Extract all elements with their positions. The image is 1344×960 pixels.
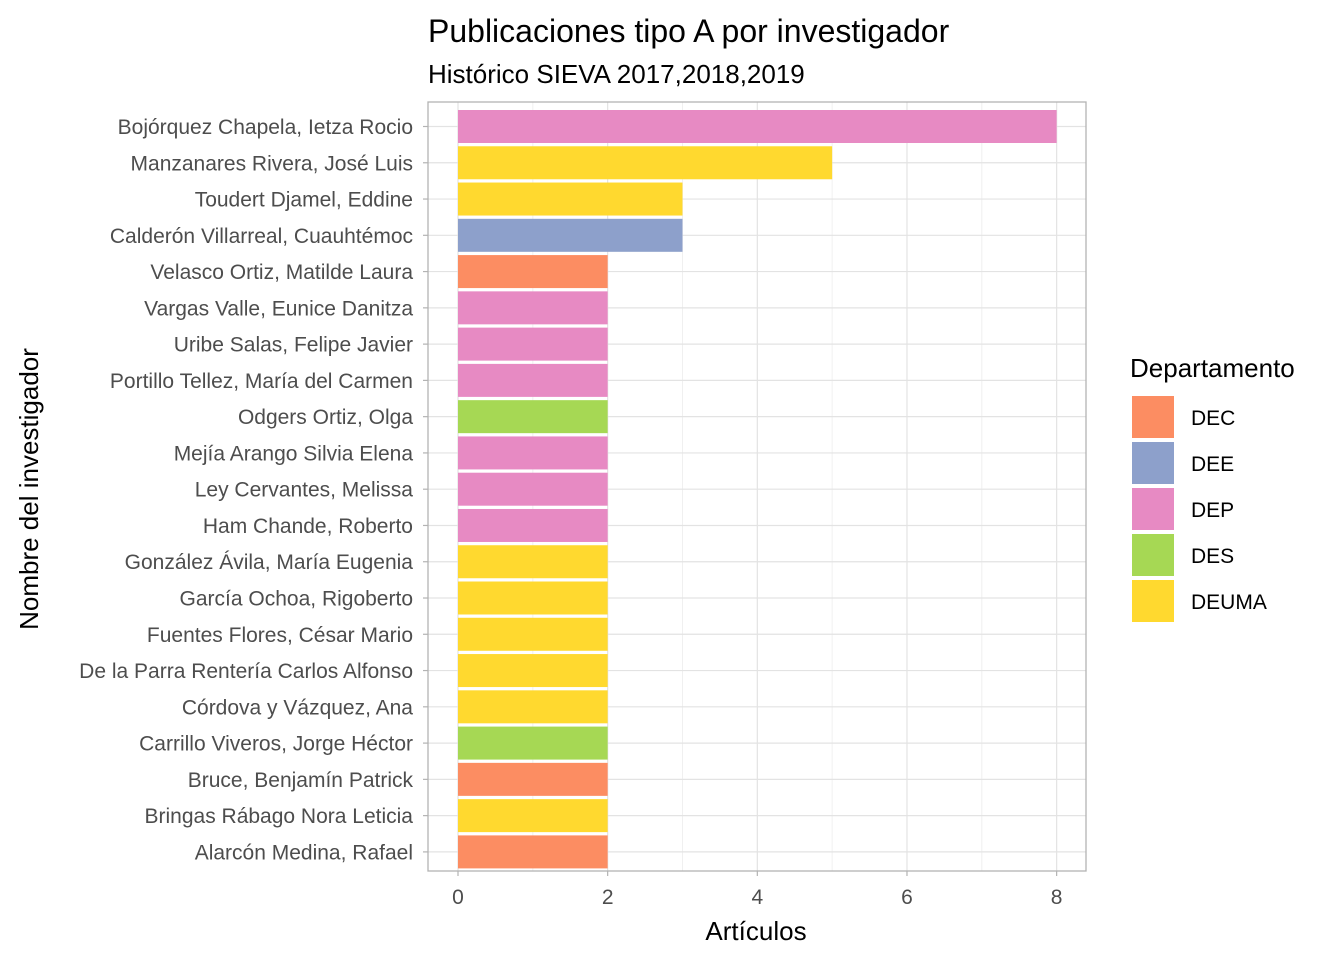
bar bbox=[458, 472, 608, 506]
legend-label: DES bbox=[1191, 545, 1234, 568]
y-tick-label: Ley Cervantes, Melissa bbox=[195, 479, 414, 502]
chart-subtitle: Histórico SIEVA 2017,2018,2019 bbox=[428, 59, 805, 89]
bar bbox=[458, 146, 833, 180]
y-tick-label: Velasco Ortiz, Matilde Laura bbox=[150, 261, 413, 284]
y-tick-label: Carrillo Viveros, Jorge Héctor bbox=[139, 733, 413, 756]
x-tick-label: 4 bbox=[751, 886, 763, 909]
y-tick-label: Uribe Salas, Felipe Javier bbox=[174, 334, 413, 357]
legend-label: DEUMA bbox=[1191, 591, 1267, 614]
y-tick-label: Manzanares Rivera, José Luis bbox=[131, 152, 413, 175]
legend-key bbox=[1132, 580, 1174, 622]
bar bbox=[458, 327, 608, 361]
bar bbox=[458, 508, 608, 542]
bar bbox=[458, 218, 683, 252]
x-tick-label: 8 bbox=[1051, 886, 1063, 909]
y-tick-label: De la Parra Rentería Carlos Alfonso bbox=[79, 660, 413, 683]
y-tick-label: Alarcón Medina, Rafael bbox=[195, 841, 413, 864]
y-tick-label: Bruce, Benjamín Patrick bbox=[188, 769, 414, 792]
y-tick-label: Odgers Ortiz, Olga bbox=[238, 406, 413, 429]
y-axis-tick-labels: Bojórquez Chapela, Ietza Rocio Manzanares… bbox=[79, 116, 428, 864]
y-tick-label: Fuentes Flores, César Mario bbox=[147, 624, 413, 647]
y-tick-label: García Ochoa, Rigoberto bbox=[180, 588, 413, 611]
x-tick-label: 6 bbox=[901, 886, 913, 909]
y-axis-title: Nombre del investigador bbox=[14, 348, 44, 630]
x-tick-label: 0 bbox=[452, 886, 464, 909]
x-tick-label: 2 bbox=[602, 886, 614, 909]
bar bbox=[458, 363, 608, 397]
bar bbox=[458, 799, 608, 833]
y-tick-label: Ham Chande, Roberto bbox=[203, 515, 413, 538]
legend-key bbox=[1132, 534, 1174, 576]
y-tick-label: Vargas Valle, Eunice Danitza bbox=[144, 297, 413, 320]
legend: DEC DEE DEP DES DEUMA bbox=[1132, 396, 1267, 622]
bar bbox=[458, 762, 608, 796]
bar bbox=[458, 581, 608, 615]
y-tick-label: Portillo Tellez, María del Carmen bbox=[110, 370, 413, 393]
legend-key bbox=[1132, 442, 1174, 484]
y-tick-label: Bringas Rábago Nora Leticia bbox=[145, 805, 414, 828]
x-axis-tick-labels: 0 2 4 6 8 bbox=[452, 871, 1062, 909]
legend-key bbox=[1132, 488, 1174, 530]
legend-key bbox=[1132, 396, 1174, 438]
y-tick-label: Córdova y Vázquez, Ana bbox=[182, 696, 413, 719]
x-axis-title: Artículos bbox=[705, 916, 806, 946]
legend-label: DEP bbox=[1191, 499, 1234, 522]
y-tick-label: Toudert Djamel, Eddine bbox=[195, 189, 413, 212]
y-tick-label: Bojórquez Chapela, Ietza Rocio bbox=[118, 116, 413, 139]
bar bbox=[458, 617, 608, 651]
y-tick-label: Mejía Arango Silvia Elena bbox=[174, 442, 414, 465]
y-tick-label: González Ávila, María Eugenia bbox=[125, 551, 414, 574]
bars-group bbox=[458, 110, 1057, 869]
bar bbox=[458, 726, 608, 760]
bar bbox=[458, 436, 608, 470]
bar bbox=[458, 835, 608, 869]
y-tick-label: Calderón Villarreal, Cuauhtémoc bbox=[110, 225, 413, 248]
bar bbox=[458, 291, 608, 325]
bar bbox=[458, 400, 608, 434]
bar bbox=[458, 110, 1057, 143]
bar bbox=[458, 545, 608, 579]
bar bbox=[458, 654, 608, 688]
bar bbox=[458, 690, 608, 724]
legend-title: Departamento bbox=[1130, 353, 1295, 383]
chart-title: Publicaciones tipo A por investigador bbox=[428, 13, 950, 49]
bar bbox=[458, 182, 683, 216]
legend-label: DEC bbox=[1191, 407, 1235, 430]
bar bbox=[458, 255, 608, 289]
legend-label: DEE bbox=[1191, 453, 1234, 476]
